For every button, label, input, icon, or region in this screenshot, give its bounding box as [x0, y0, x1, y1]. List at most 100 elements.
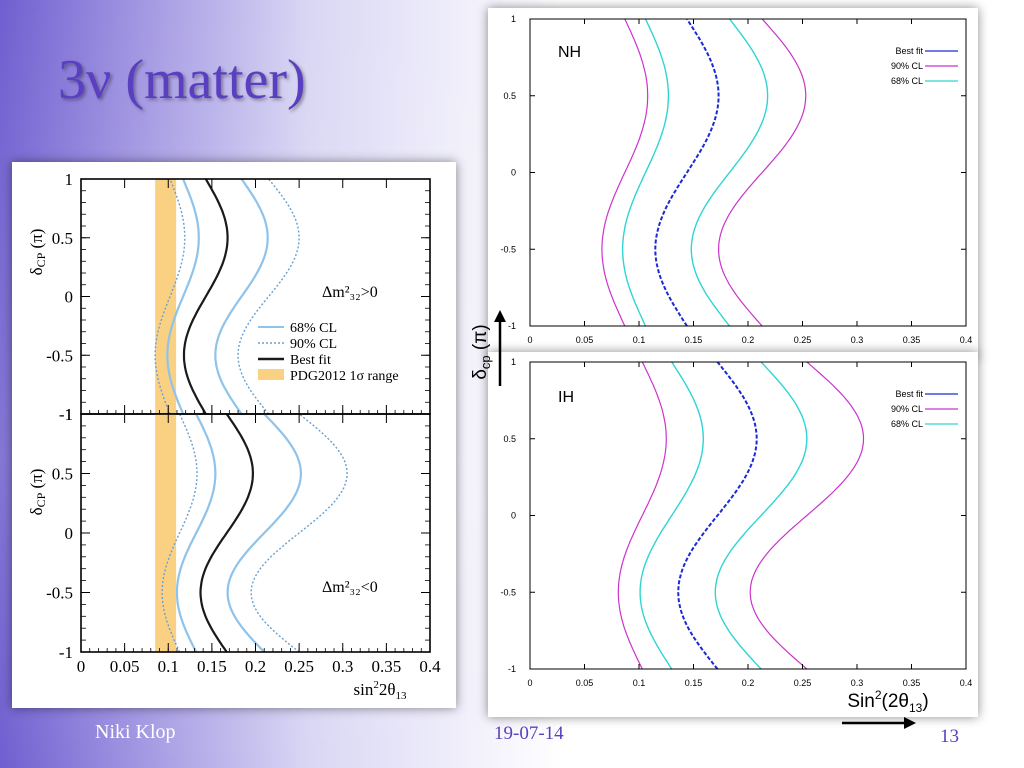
slide-title: 3ν (matter) [58, 49, 306, 111]
y-tick-label: -0.5 [500, 587, 516, 597]
curve-68-cl-1 [166, 178, 200, 415]
y-tick-label: 1 [65, 170, 74, 189]
hierarchy-annotation: Δm²₃₂<0 [322, 579, 378, 596]
x-tick-label: 0.05 [110, 657, 140, 676]
ih-figure-panel: 0 0.05 0.1 0.15 0.2 0.25 0.3 0.35 0.4 -1 -0.5 0 0.5 1… [488, 352, 978, 717]
y-tick-label: 0.5 [52, 465, 73, 484]
legend-label: 68% CL [891, 419, 923, 429]
left-ylabel-bottom: δCP (π) [27, 469, 48, 516]
y-tick-label: 0.5 [503, 91, 516, 101]
legend-label: 90% CL [891, 61, 923, 71]
hierarchy-annotation: NH [558, 44, 581, 61]
legend-swatch [258, 369, 284, 380]
x-tick-label: 0 [527, 335, 532, 345]
curve-68-cl-4 [690, 18, 769, 327]
y-tick-label: -1 [59, 643, 73, 662]
x-tick-label: 0.25 [794, 678, 812, 688]
legend-label: 90% CL [290, 337, 337, 352]
curve-90-cl-3 [154, 178, 186, 415]
x-tick-label: 0.15 [685, 678, 703, 688]
footer-page-number: 13 [940, 726, 959, 747]
y-tick-label: 1 [511, 357, 516, 367]
y-tick-label: 0.5 [503, 434, 516, 444]
y-tick-label: 1 [65, 405, 74, 424]
legend-label: Best fit [895, 46, 923, 56]
ih-plot: 0 0.05 0.1 0.15 0.2 0.25 0.3 0.35 0.4 -1 -0.5 0 0.5 1… [500, 357, 972, 688]
x-tick-label: 0.05 [576, 678, 594, 688]
y-tick-label: -1 [508, 321, 516, 331]
x-tick-label: 0.4 [960, 335, 973, 345]
nh-figure-panel: 0 0.05 0.1 0.15 0.2 0.25 0.3 0.35 0.4 -1 -0.5 0 0.5 1… [488, 8, 978, 358]
curve-68-cl-1 [175, 413, 217, 653]
x-tick-label: 0 [527, 678, 532, 688]
hierarchy-annotation: IH [558, 389, 574, 406]
legend-label: 68% CL [290, 321, 337, 336]
curve-68-cl-4 [714, 361, 808, 670]
x-tick-label: 0.15 [197, 657, 227, 676]
left-xlabel: sin22θ13 [354, 679, 408, 702]
x-tick-label: 0.25 [794, 335, 812, 345]
legend-label: 68% CL [891, 76, 923, 86]
y-tick-label: -1 [59, 405, 73, 424]
x-tick-label: 0.35 [903, 678, 921, 688]
y-tick-label: 0 [65, 288, 74, 307]
pdg-band [155, 179, 177, 414]
curve-90-cl-1 [617, 361, 667, 670]
x-tick-label: 0.3 [851, 335, 864, 345]
curve-68-cl-3 [639, 361, 705, 670]
footer-author: Niki Klop [95, 721, 176, 743]
plot-frame [80, 413, 431, 653]
y-tick-label: -1 [508, 664, 516, 674]
x-tick-label: 0 [77, 657, 86, 676]
x-tick-label: 0.15 [685, 335, 703, 345]
x-tick-label: 0.4 [960, 678, 973, 688]
x-tick-label: 0.2 [742, 335, 755, 345]
nh-plot: 0 0.05 0.1 0.15 0.2 0.25 0.3 0.35 0.4 -1 -0.5 0 0.5 1… [500, 14, 972, 345]
x-tick-label: 0.3 [851, 678, 864, 688]
curve-best-fit-0 [677, 361, 758, 670]
y-tick-label: 1 [511, 14, 516, 24]
x-tick-label: 0.4 [419, 657, 441, 676]
y-tick-label: 0 [511, 168, 516, 178]
hierarchy-annotation: Δm²₃₂>0 [322, 284, 378, 301]
y-tick-label: 0 [65, 524, 74, 543]
x-tick-label: 0.1 [633, 678, 646, 688]
curve-best-fit-0 [654, 18, 720, 327]
y-tick-label: 0 [511, 511, 516, 521]
pdg-band [155, 414, 177, 652]
legend-label: 90% CL [891, 404, 923, 414]
x-tick-label: 0.3 [332, 657, 353, 676]
y-tick-label: -0.5 [500, 244, 516, 254]
y-tick-label: -0.5 [46, 346, 73, 365]
nh-figure-svg: 0 0.05 0.1 0.15 0.2 0.25 0.3 0.35 0.4 -1 -0.5 0 0.5 1… [500, 14, 972, 345]
curve-90-cl-4 [250, 413, 348, 653]
x-tick-label: 0.35 [372, 657, 402, 676]
legend-label: PDG2012 1σ range [290, 369, 399, 384]
y-tick-label: -0.5 [46, 584, 73, 603]
curve-90-cl-1 [601, 18, 649, 327]
left-figure-panel: -1 -0.5 0 0.5 1 Δm²₃₂>0 68% CL 90% CL Best fit PD… [12, 162, 456, 708]
ih-figure-svg: 0 0.05 0.1 0.15 0.2 0.25 0.3 0.35 0.4 -1 -0.5 0 0.5 1… [500, 357, 972, 688]
left-bottom-plot: 0 0.05 0.1 0.15 0.2 0.25 0.3 0.35 0.4 -1 -0.5 0 0.5 1… [46, 405, 441, 676]
curve-90-cl-2 [749, 361, 865, 670]
curve-68-cl-2 [214, 178, 269, 415]
x-tick-label: 0.2 [245, 657, 266, 676]
x-tick-label: 0.1 [158, 657, 179, 676]
x-tick-label: 0.35 [903, 335, 921, 345]
curve-68-cl-2 [226, 413, 303, 653]
curve-best-fit-0 [199, 413, 255, 653]
x-tick-label: 0.25 [284, 657, 314, 676]
y-tick-label: 0.5 [52, 229, 73, 248]
legend-label: Best fit [290, 353, 331, 368]
x-tick-label: 0.1 [633, 335, 646, 345]
curve-90-cl-3 [161, 413, 198, 653]
curve-best-fit-0 [182, 178, 229, 415]
footer-date: 19-07-14 [494, 723, 564, 744]
left-ylabel-top: δCP (π) [27, 229, 48, 276]
x-tick-label: 0.05 [576, 335, 594, 345]
curve-68-cl-3 [621, 18, 670, 327]
curve-90-cl-2 [717, 18, 807, 327]
x-tick-label: 0.2 [742, 678, 755, 688]
